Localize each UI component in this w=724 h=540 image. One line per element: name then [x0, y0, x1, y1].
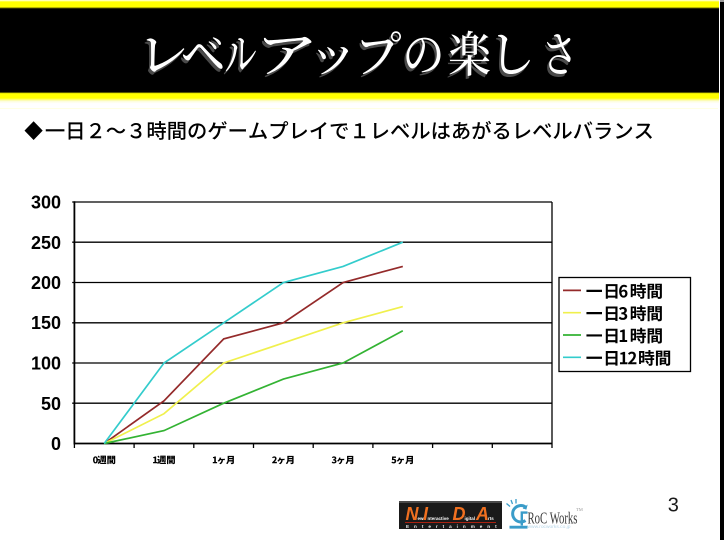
svg-text:150: 150 [31, 313, 61, 333]
svg-text:300: 300 [31, 193, 61, 213]
svg-text:3: 3 [668, 495, 679, 517]
svg-text:100: 100 [31, 354, 61, 374]
svg-text:TM: TM [576, 507, 583, 512]
svg-text:200: 200 [31, 273, 61, 293]
svg-text:RoC Works: RoC Works [528, 509, 578, 528]
svg-text:50: 50 [41, 394, 61, 414]
svg-text:250: 250 [31, 233, 61, 253]
svg-text:0: 0 [51, 434, 61, 454]
svg-text:www.rocworks.co.jp: www.rocworks.co.jp [528, 524, 572, 529]
